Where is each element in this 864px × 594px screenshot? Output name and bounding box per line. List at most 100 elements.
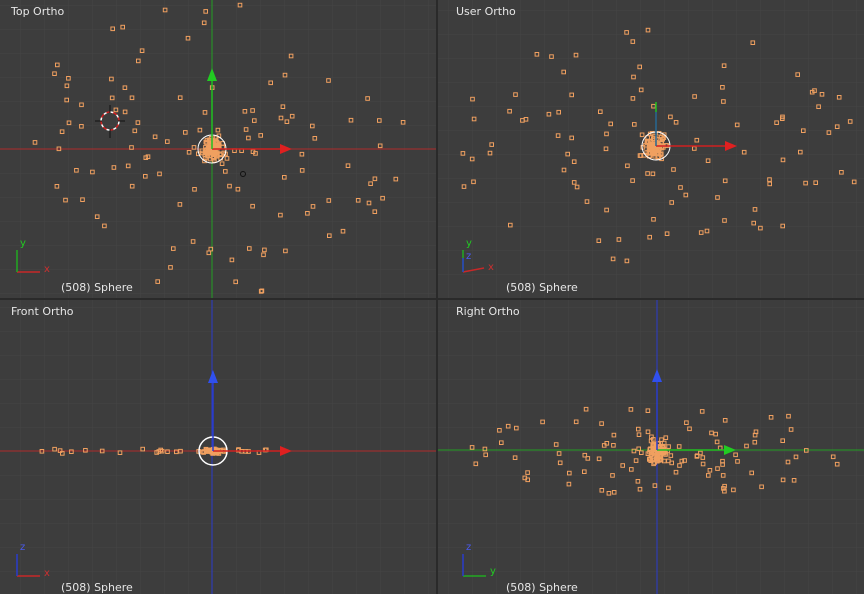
vertex[interactable]	[250, 108, 255, 113]
vertex[interactable]	[55, 62, 60, 68]
vertex[interactable]	[611, 490, 617, 495]
vertex[interactable]	[663, 435, 669, 440]
vertex[interactable]	[780, 114, 785, 120]
vertex[interactable]	[834, 461, 840, 467]
vertex[interactable]	[83, 448, 88, 453]
vertex[interactable]	[345, 163, 351, 168]
vertex[interactable]	[753, 429, 759, 435]
vertex[interactable]	[752, 207, 758, 212]
vertex[interactable]	[497, 428, 502, 433]
vertex[interactable]	[645, 171, 650, 176]
vertex[interactable]	[785, 459, 791, 465]
vertex[interactable]	[39, 449, 45, 454]
vertex[interactable]	[258, 289, 264, 294]
vertex[interactable]	[646, 151, 652, 156]
vertex[interactable]	[482, 446, 488, 452]
vertex[interactable]	[713, 431, 718, 437]
vertex[interactable]	[299, 151, 305, 157]
vertex[interactable]	[684, 420, 689, 426]
vertex[interactable]	[513, 92, 518, 97]
transform-manipulator[interactable]	[198, 370, 292, 466]
vertex[interactable]	[469, 445, 475, 450]
vertex[interactable]	[682, 458, 687, 463]
vertex[interactable]	[573, 419, 579, 425]
vertex[interactable]	[624, 258, 630, 264]
vertex[interactable]	[699, 409, 705, 414]
vertex[interactable]	[561, 69, 567, 75]
vertex[interactable]	[665, 448, 670, 454]
vertex[interactable]	[624, 30, 629, 35]
vertex[interactable]	[715, 195, 720, 200]
vertex[interactable]	[599, 421, 604, 426]
vertex[interactable]	[250, 203, 255, 209]
vertex[interactable]	[299, 168, 305, 173]
vertex[interactable]	[604, 131, 609, 137]
vertex[interactable]	[549, 54, 554, 59]
vertex[interactable]	[377, 118, 382, 123]
vertex[interactable]	[280, 104, 286, 110]
vertex[interactable]	[645, 27, 651, 33]
vertex[interactable]	[571, 159, 577, 164]
vertex[interactable]	[74, 168, 79, 173]
vertex[interactable]	[310, 204, 316, 209]
vertex[interactable]	[692, 94, 697, 99]
vertex[interactable]	[32, 140, 38, 145]
vertex[interactable]	[94, 214, 100, 219]
vertex[interactable]	[79, 102, 84, 108]
vertex[interactable]	[599, 488, 605, 493]
vertex[interactable]	[219, 161, 225, 166]
vertex[interactable]	[556, 451, 562, 456]
vertex[interactable]	[223, 169, 228, 174]
vertex[interactable]	[606, 491, 612, 496]
vertex[interactable]	[636, 446, 641, 452]
vertex[interactable]	[289, 113, 295, 119]
vertex[interactable]	[66, 76, 71, 81]
y-arrow-handle[interactable]	[724, 445, 736, 455]
vertex[interactable]	[816, 104, 821, 110]
vertex[interactable]	[569, 135, 574, 141]
vertex[interactable]	[809, 89, 815, 95]
vertex[interactable]	[52, 71, 57, 77]
vertex[interactable]	[393, 176, 399, 182]
viewport-front-ortho[interactable]: Front Ortho z x (508) Sphere	[0, 300, 436, 594]
vertex[interactable]	[836, 95, 842, 100]
vertex[interactable]	[661, 132, 667, 137]
vertex[interactable]	[666, 485, 671, 491]
vertex[interactable]	[830, 454, 836, 460]
vertex[interactable]	[372, 176, 378, 182]
vertex[interactable]	[312, 136, 318, 141]
vertex[interactable]	[767, 177, 772, 182]
vertex[interactable]	[637, 64, 642, 70]
vertex[interactable]	[59, 129, 65, 134]
vertex[interactable]	[661, 440, 667, 446]
vertex[interactable]	[534, 52, 540, 57]
vertex[interactable]	[649, 147, 655, 152]
vertex[interactable]	[803, 180, 808, 186]
vertex[interactable]	[215, 141, 221, 146]
vertex[interactable]	[750, 40, 756, 46]
vertex[interactable]	[631, 74, 636, 80]
vertex[interactable]	[177, 95, 183, 101]
vertex[interactable]	[839, 170, 844, 175]
vertex[interactable]	[487, 150, 493, 156]
front-viewport-scene[interactable]	[0, 300, 436, 594]
vertex[interactable]	[788, 427, 794, 432]
vertex[interactable]	[629, 467, 634, 472]
x-arrow-handle[interactable]	[280, 144, 292, 154]
vertex[interactable]	[326, 78, 331, 83]
vertex[interactable]	[507, 108, 512, 114]
viewport-right-ortho[interactable]: Right Ortho z y (508) Sphere	[438, 300, 864, 594]
vertex[interactable]	[731, 487, 736, 493]
x-arrow-handle[interactable]	[280, 446, 292, 456]
vertex[interactable]	[851, 179, 857, 185]
vertex[interactable]	[56, 146, 62, 152]
vertex[interactable]	[152, 134, 158, 140]
vertex[interactable]	[658, 457, 664, 462]
transform-manipulator[interactable]	[641, 102, 737, 161]
vertex[interactable]	[168, 265, 173, 270]
vertex[interactable]	[242, 109, 248, 114]
vertex[interactable]	[645, 429, 651, 435]
vertex[interactable]	[156, 449, 162, 454]
vertex[interactable]	[261, 252, 266, 258]
vertex[interactable]	[780, 477, 786, 483]
